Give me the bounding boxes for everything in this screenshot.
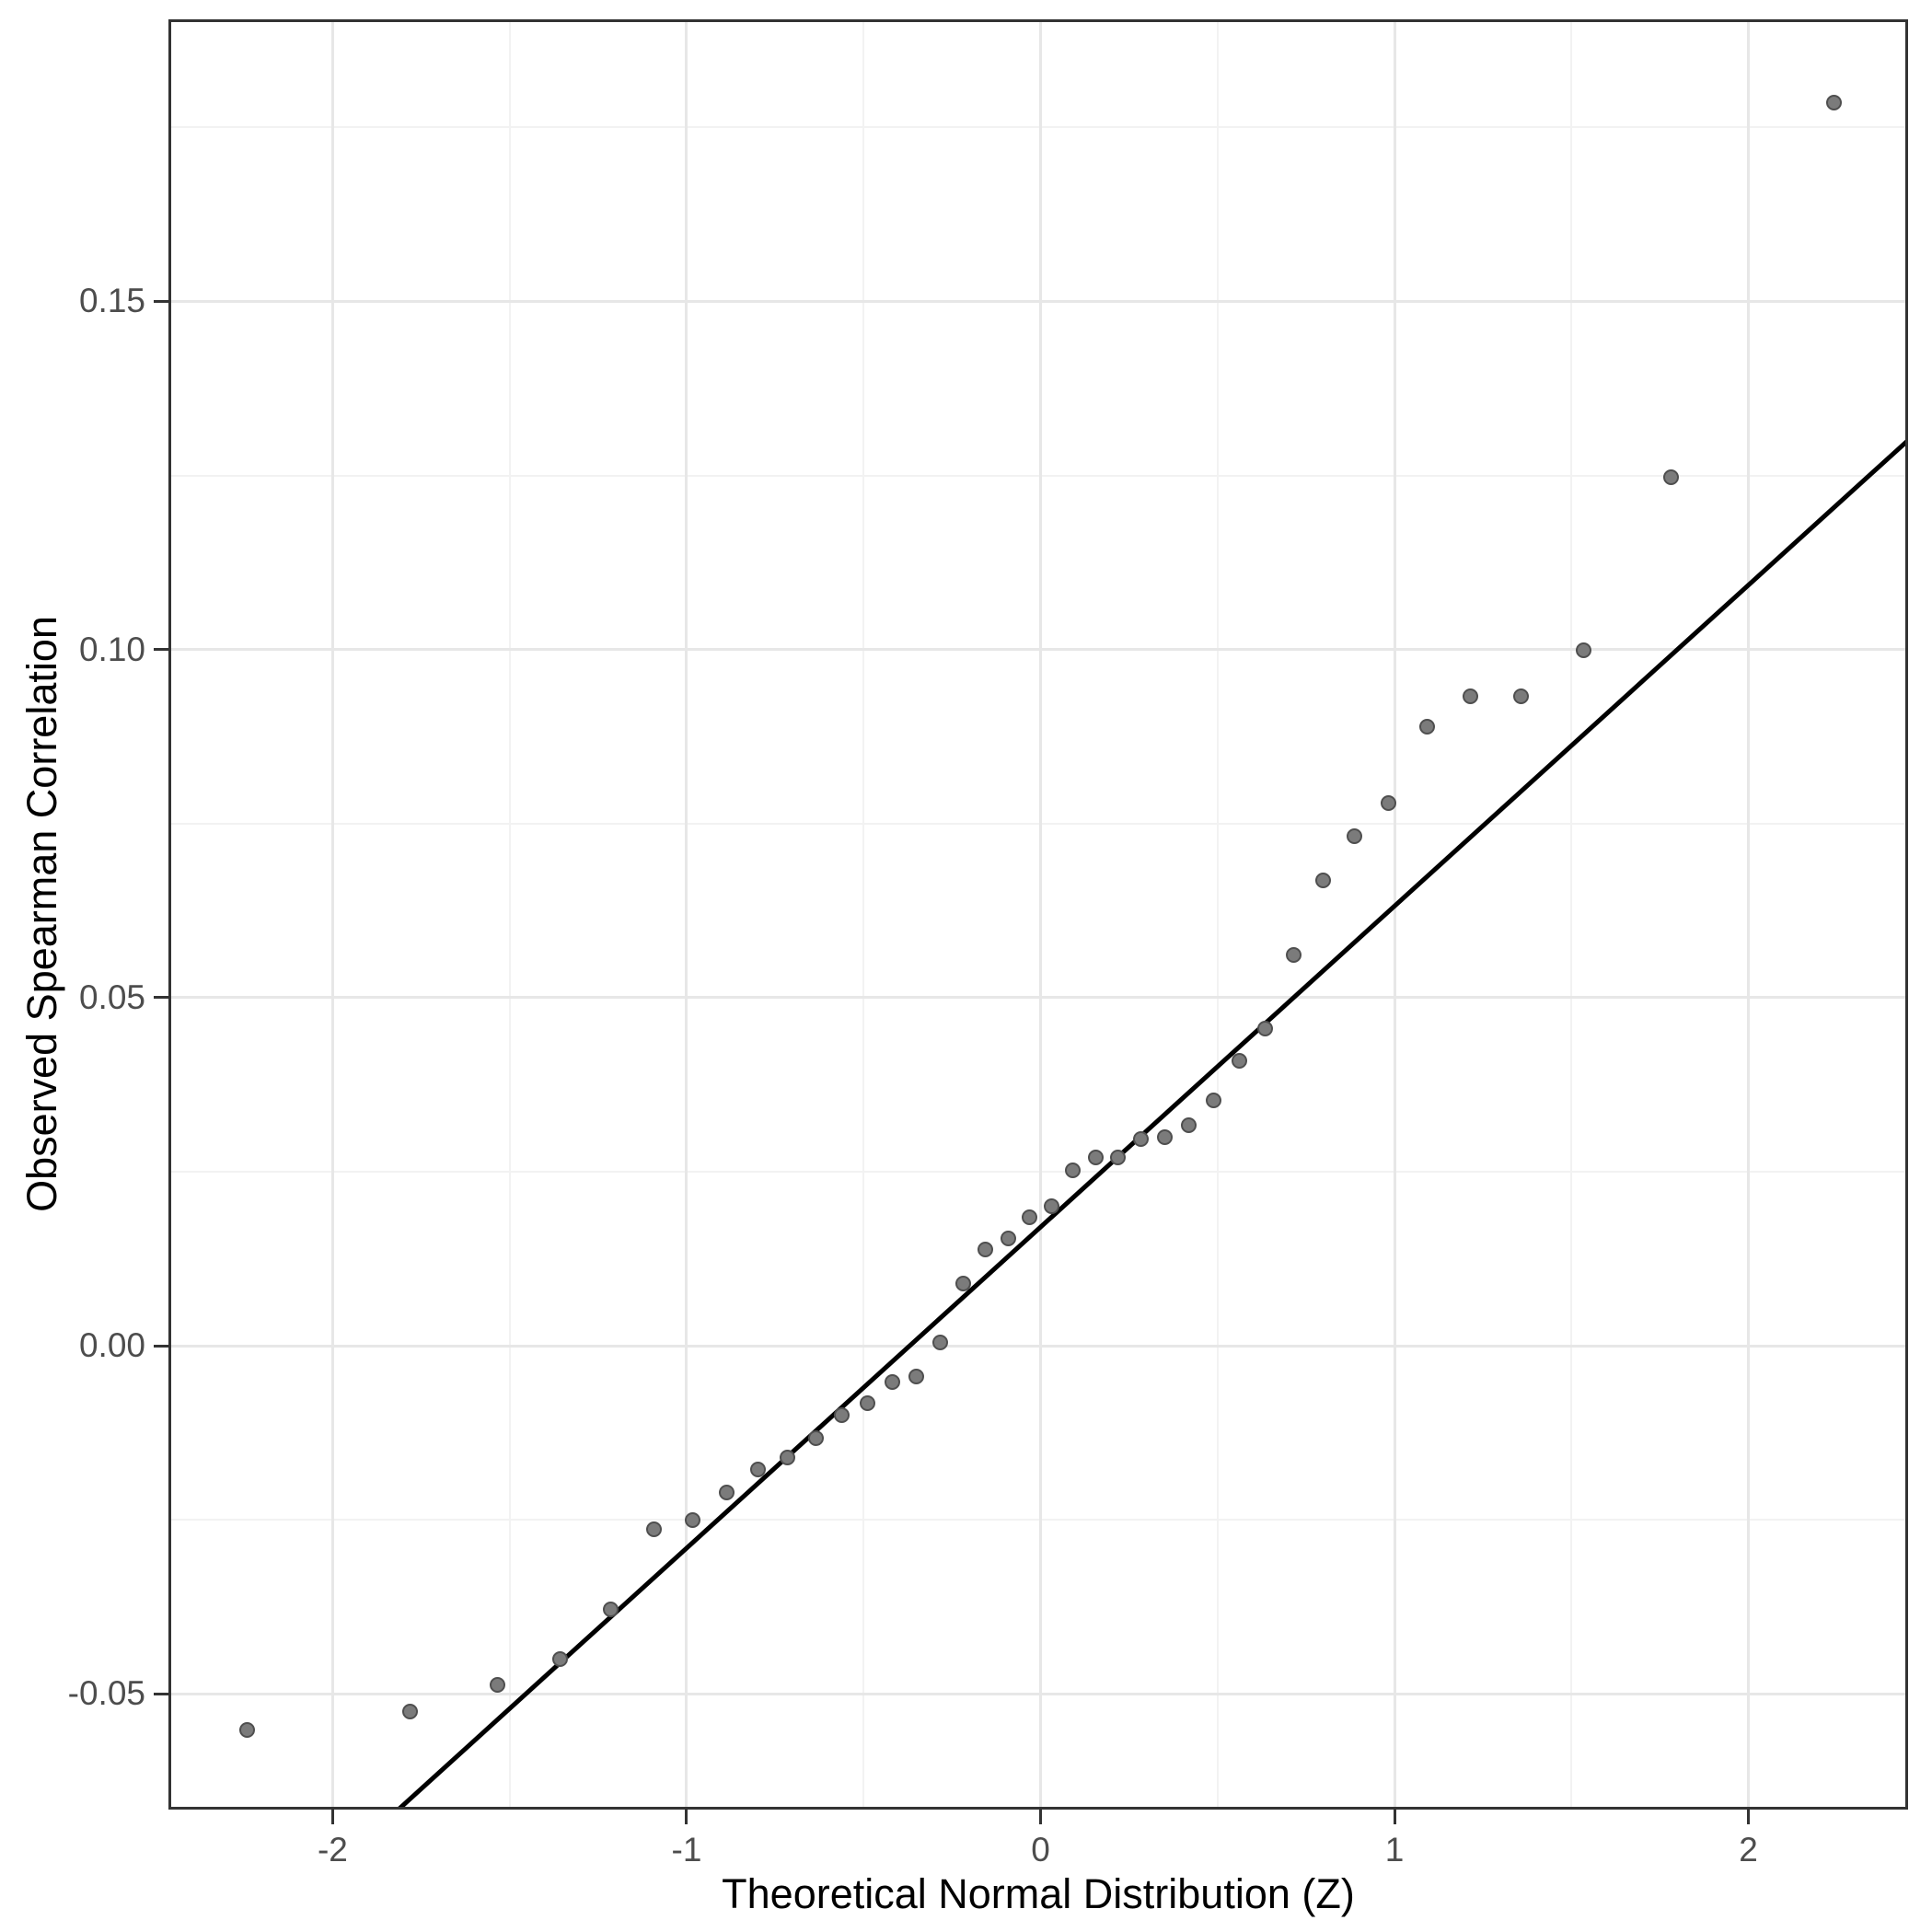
data-point (750, 1461, 767, 1477)
gridline-minor-vertical (862, 19, 865, 1810)
gridline-minor-horizontal (168, 1171, 1908, 1174)
data-point (1418, 719, 1435, 735)
y-axis-tick-mark (154, 648, 168, 652)
data-point (978, 1241, 994, 1257)
data-point (860, 1395, 876, 1412)
gridline-major-vertical (685, 19, 688, 1810)
y-axis-tick-label: 0.10 (78, 630, 145, 668)
data-point (807, 1430, 824, 1447)
data-point (931, 1334, 948, 1350)
x-axis-tick-mark (685, 1810, 688, 1824)
gridline-minor-horizontal (168, 474, 1908, 477)
data-point (1065, 1163, 1082, 1179)
gridline-minor-horizontal (168, 822, 1908, 825)
data-point (908, 1368, 925, 1384)
x-axis-tick-mark (330, 1810, 334, 1824)
y-axis-tick-mark (154, 996, 168, 1000)
x-axis-tick-label: -2 (317, 1831, 348, 1868)
data-point (684, 1511, 700, 1528)
x-axis-tick-mark (1747, 1810, 1751, 1824)
data-point (834, 1407, 850, 1424)
data-point (1205, 1092, 1221, 1108)
data-point (1021, 1209, 1037, 1226)
y-axis-tick-mark (154, 299, 168, 303)
data-point (239, 1721, 256, 1738)
x-axis-tick-mark (1393, 1810, 1396, 1824)
gridline-major-horizontal (168, 996, 1908, 1000)
data-point (1044, 1197, 1060, 1214)
gridline-major-vertical (330, 19, 334, 1810)
data-point (1156, 1128, 1173, 1145)
data-point (402, 1703, 419, 1719)
data-point (1285, 947, 1301, 964)
data-point (1257, 1021, 1274, 1037)
y-axis-tick-mark (154, 1692, 168, 1695)
gridline-minor-vertical (1570, 19, 1573, 1810)
data-point (1512, 688, 1529, 704)
gridline-major-horizontal (168, 1692, 1908, 1695)
gridline-major-vertical (1393, 19, 1396, 1810)
gridline-major-horizontal (168, 1344, 1908, 1348)
data-point (552, 1651, 569, 1668)
data-point (646, 1521, 663, 1537)
data-point (780, 1450, 796, 1466)
gridline-minor-vertical (508, 19, 511, 1810)
x-axis-tick-label: 1 (1384, 1831, 1405, 1868)
x-axis-title: Theoretical Normal Distribution (Z) (722, 1870, 1355, 1917)
y-axis-tick-label: 0.05 (78, 978, 145, 1016)
data-point (1662, 469, 1679, 485)
data-point (1110, 1149, 1127, 1165)
x-axis-tick-label: 2 (1739, 1831, 1758, 1868)
data-point (1000, 1231, 1016, 1247)
y-axis-tick-label: 0.00 (78, 1326, 145, 1365)
data-point (954, 1275, 971, 1291)
x-axis-tick-label: -1 (671, 1831, 702, 1868)
data-point (490, 1677, 506, 1694)
data-point (1231, 1053, 1247, 1070)
gridline-minor-horizontal (168, 1519, 1908, 1521)
data-point (1181, 1116, 1197, 1133)
gridline-major-horizontal (168, 648, 1908, 652)
x-axis-tick-mark (1038, 1810, 1042, 1824)
data-point (884, 1373, 900, 1390)
data-point (1462, 688, 1478, 704)
x-axis-tick-label: 0 (1031, 1831, 1050, 1868)
y-axis-tick-mark (154, 1344, 168, 1348)
data-point (1825, 95, 1842, 111)
data-point (1347, 827, 1363, 844)
gridline-major-horizontal (168, 299, 1908, 303)
data-point (1087, 1149, 1104, 1165)
gridline-major-vertical (1747, 19, 1751, 1810)
gridline-minor-horizontal (168, 126, 1908, 129)
data-point (1133, 1130, 1150, 1147)
data-point (1575, 642, 1591, 658)
data-point (603, 1601, 619, 1617)
gridline-major-vertical (1038, 19, 1042, 1810)
y-axis-tick-label: 0.15 (78, 282, 145, 320)
gridline-minor-vertical (1216, 19, 1219, 1810)
y-axis-tick-label: -0.05 (67, 1674, 145, 1713)
data-point (1314, 872, 1331, 888)
data-point (718, 1484, 735, 1500)
y-axis-title: Observed Spearman Correlation (18, 616, 65, 1212)
data-point (1381, 794, 1397, 811)
plot-panel (168, 19, 1908, 1810)
